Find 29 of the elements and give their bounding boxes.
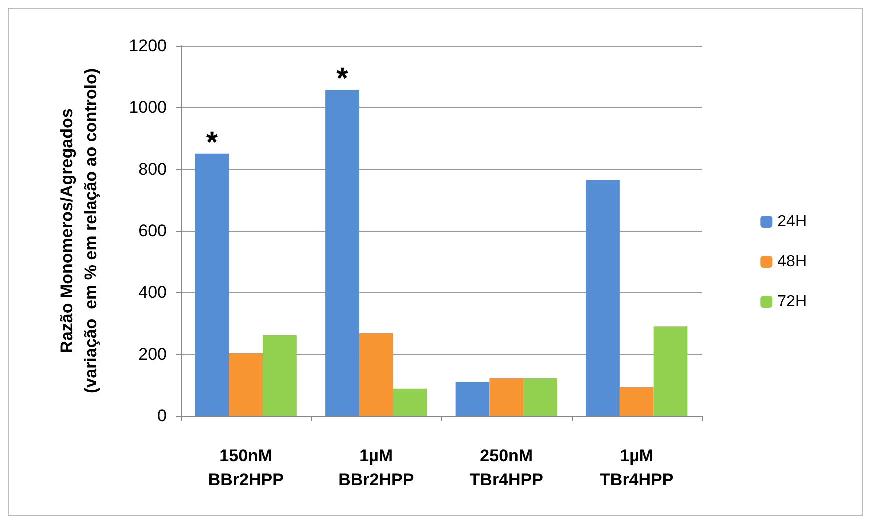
annotation: * xyxy=(206,126,218,160)
y-tick-label: 1000 xyxy=(129,98,167,118)
y-tick-label: 200 xyxy=(138,344,167,364)
bar xyxy=(195,154,230,416)
legend-label: 48H xyxy=(778,254,808,270)
annotation: * xyxy=(336,62,349,96)
bar xyxy=(456,382,490,416)
y-tick-label: 800 xyxy=(138,160,167,179)
legend-label: 24H xyxy=(778,214,808,230)
y-tick-label: 1200 xyxy=(129,36,167,56)
x-tick-label: 1µM TBr4HPP xyxy=(600,446,674,490)
x-tick-label: 1µM BBr2HPP xyxy=(338,446,414,490)
x-tick-label: 150nM BBr2HPP xyxy=(208,446,284,490)
bar xyxy=(229,353,264,416)
y-axis-title: Razão Monomeros/Agregados (variação em % em relação ao controlo) xyxy=(58,68,100,394)
y-tick-label: 400 xyxy=(138,283,167,302)
bar xyxy=(393,388,428,416)
y-tick-label: 0 xyxy=(158,406,167,426)
bar xyxy=(524,378,558,416)
bar xyxy=(620,387,654,416)
bar xyxy=(490,378,524,416)
bar xyxy=(586,180,620,416)
x-tick-label: 250nM TBr4HPP xyxy=(470,446,544,490)
legend-label: 72H xyxy=(778,294,808,310)
bar xyxy=(326,90,360,416)
bar xyxy=(359,333,394,416)
y-tick-label: 600 xyxy=(138,222,167,240)
bar xyxy=(654,326,688,416)
bar xyxy=(263,335,297,416)
